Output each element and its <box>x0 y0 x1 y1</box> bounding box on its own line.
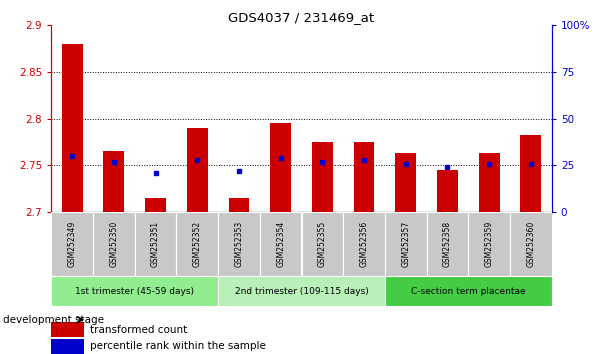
Bar <box>396 153 416 212</box>
Bar <box>93 212 134 276</box>
Bar <box>134 212 176 276</box>
Bar <box>229 198 250 212</box>
Bar <box>520 135 541 212</box>
Bar <box>385 212 426 276</box>
Text: GSM252349: GSM252349 <box>68 221 77 267</box>
Title: GDS4037 / 231469_at: GDS4037 / 231469_at <box>229 11 374 24</box>
Bar <box>218 212 260 276</box>
Bar <box>312 142 333 212</box>
Bar <box>353 142 374 212</box>
Text: percentile rank within the sample: percentile rank within the sample <box>90 341 267 352</box>
Bar <box>426 212 469 276</box>
Bar <box>479 153 500 212</box>
Text: C-section term placentae: C-section term placentae <box>411 287 526 296</box>
Bar <box>51 276 218 306</box>
Bar <box>260 212 302 276</box>
Text: GSM252357: GSM252357 <box>401 221 410 267</box>
Bar <box>302 212 343 276</box>
Text: transformed count: transformed count <box>90 325 188 335</box>
Text: GSM252358: GSM252358 <box>443 221 452 267</box>
Text: GSM252354: GSM252354 <box>276 221 285 267</box>
Bar <box>103 152 124 212</box>
Text: 1st trimester (45-59 days): 1st trimester (45-59 days) <box>75 287 194 296</box>
Bar <box>51 339 84 354</box>
Text: 2nd trimester (109-115 days): 2nd trimester (109-115 days) <box>235 287 368 296</box>
Text: GSM252351: GSM252351 <box>151 221 160 267</box>
Text: GSM252360: GSM252360 <box>526 221 535 267</box>
Text: development stage: development stage <box>3 315 104 325</box>
Text: GSM252352: GSM252352 <box>193 221 202 267</box>
Bar <box>51 322 84 337</box>
Bar <box>176 212 218 276</box>
Text: GSM252350: GSM252350 <box>109 221 118 267</box>
Text: GSM252355: GSM252355 <box>318 221 327 267</box>
Bar <box>385 276 552 306</box>
Bar <box>51 212 93 276</box>
Bar <box>145 198 166 212</box>
Text: GSM252359: GSM252359 <box>485 221 494 267</box>
Bar <box>343 212 385 276</box>
Bar <box>270 123 291 212</box>
Bar <box>62 44 83 212</box>
Bar <box>218 276 385 306</box>
Text: GSM252356: GSM252356 <box>359 221 368 267</box>
Bar <box>187 128 207 212</box>
Bar <box>437 170 458 212</box>
Text: GSM252353: GSM252353 <box>235 221 244 267</box>
Bar <box>510 212 552 276</box>
Bar <box>469 212 510 276</box>
